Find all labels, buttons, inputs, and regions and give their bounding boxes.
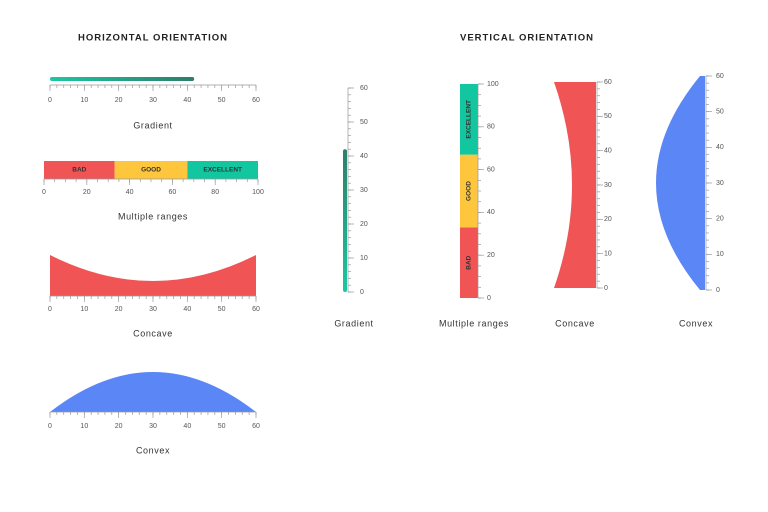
tick-label: 20 <box>115 306 123 313</box>
gauge-caption: Multiple ranges <box>118 211 188 221</box>
heading: VERTICAL ORIENTATION <box>460 33 594 44</box>
tick-label: 30 <box>716 180 724 187</box>
tick-label: 100 <box>487 81 499 88</box>
range-band <box>114 161 188 179</box>
tick-label: 60 <box>604 79 612 86</box>
tick-label: 0 <box>42 189 46 196</box>
tick-label: 20 <box>360 221 368 228</box>
range-band <box>460 227 478 298</box>
tick-label: 20 <box>115 423 123 430</box>
tick-label: 30 <box>149 423 157 430</box>
gauge-caption: Convex <box>136 445 170 455</box>
tick-label: 50 <box>218 306 226 313</box>
gauge-shape <box>50 255 256 296</box>
tick-label: 50 <box>360 119 368 126</box>
tick-label: 80 <box>487 124 495 131</box>
gauge-shape <box>554 82 596 288</box>
tick-label: 10 <box>360 255 368 262</box>
tick-label: 10 <box>716 251 724 258</box>
tick-label: 60 <box>487 166 495 173</box>
range-label: BAD <box>466 255 473 269</box>
range-band <box>44 161 115 179</box>
tick-label: 10 <box>604 251 612 258</box>
tick-label: 10 <box>80 97 88 104</box>
range-band <box>460 84 478 155</box>
gauge-caption: Convex <box>679 318 713 328</box>
range-band <box>187 161 258 179</box>
range-label: BAD <box>72 167 86 174</box>
gauge-caption: Gradient <box>334 318 373 328</box>
range-label: EXCELLENT <box>466 100 473 139</box>
tick-label: 50 <box>218 423 226 430</box>
tick-label: 30 <box>360 187 368 194</box>
tick-label: 30 <box>149 306 157 313</box>
tick-label: 30 <box>149 97 157 104</box>
range-band <box>460 154 478 228</box>
gauge-caption: Multiple ranges <box>439 318 509 328</box>
tick-label: 20 <box>115 97 123 104</box>
gauge-caption: Concave <box>133 328 173 338</box>
tick-label: 60 <box>360 85 368 92</box>
tick-label: 100 <box>252 189 264 196</box>
range-label: GOOD <box>466 181 473 201</box>
tick-label: 50 <box>218 97 226 104</box>
tick-label: 0 <box>48 423 52 430</box>
tick-label: 40 <box>183 97 191 104</box>
gauge-shape <box>50 372 256 412</box>
tick-label: 40 <box>183 306 191 313</box>
tick-label: 20 <box>83 189 91 196</box>
tick-label: 50 <box>604 113 612 120</box>
tick-label: 40 <box>487 209 495 216</box>
tick-label: 60 <box>252 97 260 104</box>
tick-label: 40 <box>126 189 134 196</box>
tick-label: 40 <box>716 144 724 151</box>
tick-label: 10 <box>80 423 88 430</box>
tick-label: 30 <box>604 182 612 189</box>
range-label: GOOD <box>141 167 161 174</box>
gauge-bar <box>343 149 347 292</box>
tick-label: 0 <box>604 285 608 292</box>
tick-label: 20 <box>716 216 724 223</box>
gauge-caption: Gradient <box>133 120 172 130</box>
tick-label: 0 <box>716 287 720 294</box>
tick-label: 40 <box>360 153 368 160</box>
tick-label: 10 <box>80 306 88 313</box>
tick-label: 40 <box>183 423 191 430</box>
gauge-bar <box>50 77 195 81</box>
range-label: EXCELLENT <box>203 167 242 174</box>
heading: HORIZONTAL ORIENTATION <box>78 33 228 44</box>
tick-label: 0 <box>48 306 52 313</box>
tick-label: 60 <box>716 73 724 80</box>
tick-label: 60 <box>252 306 260 313</box>
tick-label: 0 <box>48 97 52 104</box>
tick-label: 60 <box>169 189 177 196</box>
gauge-shape <box>656 76 705 290</box>
tick-label: 80 <box>211 189 219 196</box>
tick-label: 60 <box>252 423 260 430</box>
tick-label: 0 <box>487 295 491 302</box>
tick-label: 40 <box>604 148 612 155</box>
gauge-caption: Concave <box>555 318 595 328</box>
tick-label: 20 <box>604 216 612 223</box>
tick-label: 20 <box>487 252 495 259</box>
tick-label: 50 <box>716 109 724 116</box>
tick-label: 0 <box>360 289 364 296</box>
